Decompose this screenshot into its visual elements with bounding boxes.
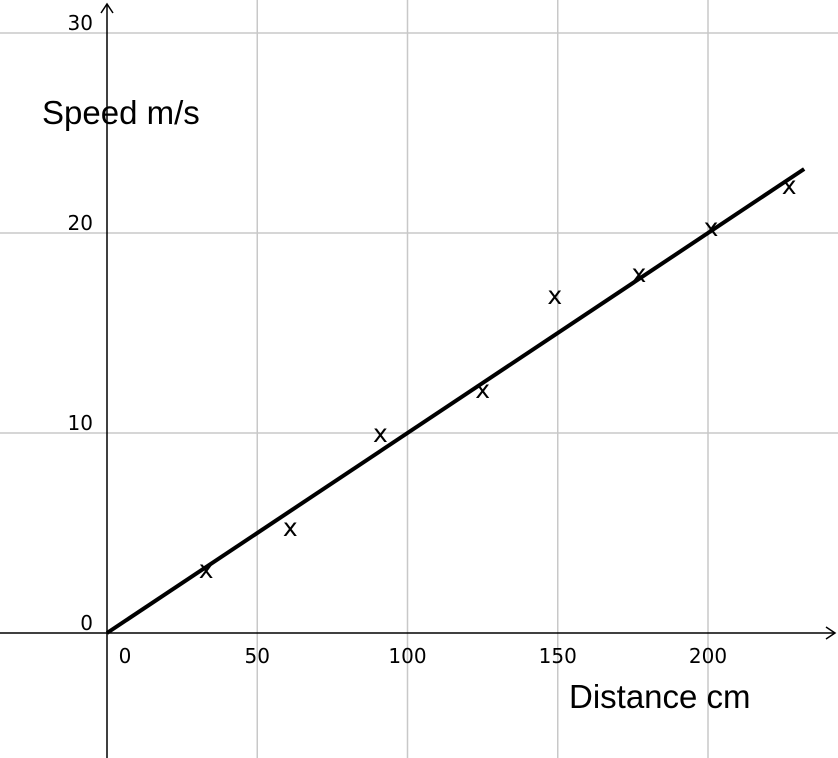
x-axis-title: Distance cm bbox=[569, 678, 751, 715]
data-point: x bbox=[373, 419, 388, 448]
x-tick-label: 150 bbox=[539, 644, 577, 668]
data-point: x bbox=[631, 259, 646, 288]
fit-line-layer bbox=[105, 167, 806, 635]
data-points: x x x x x x x x bbox=[199, 171, 797, 584]
data-point: x bbox=[199, 555, 214, 584]
x-tick-label: 0 bbox=[119, 644, 132, 668]
y-tick-label: 10 bbox=[68, 411, 93, 435]
y-tick-label: 30 bbox=[68, 11, 93, 35]
x-tick-label: 200 bbox=[689, 644, 727, 668]
data-point: x bbox=[475, 375, 490, 404]
x-tick-label: 50 bbox=[245, 644, 270, 668]
y-tick-label: 20 bbox=[68, 211, 93, 235]
data-point: x bbox=[547, 281, 562, 310]
tick-labels: 0 50 100 150 200 0 10 20 30 bbox=[68, 11, 728, 668]
data-point: x bbox=[782, 171, 797, 200]
y-axis-arrow bbox=[100, 2, 114, 14]
x-axis-arrow bbox=[825, 626, 837, 640]
best-fit-line bbox=[105, 167, 806, 635]
x-tick-label: 100 bbox=[388, 644, 426, 668]
data-point: x bbox=[283, 513, 298, 542]
y-axis-title: Speed m/s bbox=[42, 94, 200, 131]
data-point: x bbox=[704, 213, 719, 242]
y-tick-label: 0 bbox=[80, 611, 93, 635]
